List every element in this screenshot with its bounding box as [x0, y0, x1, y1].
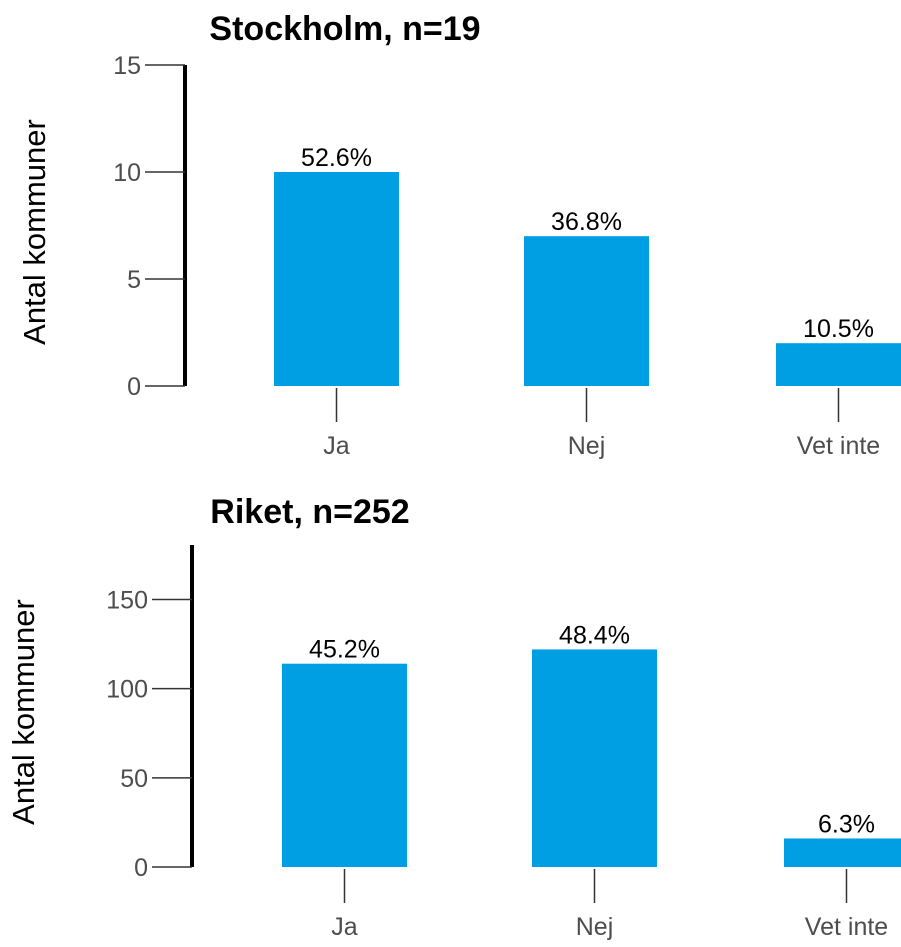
chart-title: Stockholm, n=19 [209, 10, 480, 48]
bar-nej [524, 236, 649, 386]
bar-ja [282, 663, 407, 867]
data-label: 6.3% [818, 810, 875, 838]
bar-vet-inte [784, 838, 901, 867]
y-tick-label: 10 [113, 159, 141, 187]
data-label: 45.2% [309, 636, 380, 664]
y-tick-label: 100 [106, 676, 148, 704]
y-tick-label: 0 [134, 854, 148, 882]
y-tick-label: 0 [127, 373, 141, 401]
bar-ja [274, 172, 399, 386]
x-tick-label: Vet inte [805, 913, 888, 941]
chart-panel-1: Stockholm, n=19 Antal kommuner 0 5 10 15 52.6%… [17, 10, 901, 460]
y-tick-label: 150 [106, 587, 148, 615]
x-tick-label: Nej [568, 432, 606, 460]
y-tick-label: 50 [120, 765, 148, 793]
data-label: 36.8% [551, 208, 622, 236]
chart-title: Riket, n=252 [210, 493, 409, 531]
y-axis-title: Antal kommuner [6, 599, 41, 825]
y-tick-label: 5 [127, 266, 141, 294]
data-label: 10.5% [803, 315, 874, 343]
x-tick-label: Nej [576, 913, 614, 941]
bar-nej [532, 649, 657, 867]
chart-panel-2: Riket, n=252 Antal kommuner 0 50 100 150 45.2%… [6, 493, 901, 941]
bar-vet-inte [776, 343, 901, 386]
data-label: 48.4% [559, 621, 630, 649]
y-tick-label: 15 [113, 52, 141, 80]
x-tick-label: Vet inte [797, 432, 880, 460]
x-tick-label: Ja [331, 913, 358, 941]
y-axis-title: Antal kommuner [17, 119, 52, 345]
x-tick-label: Ja [323, 432, 350, 460]
data-label: 52.6% [301, 144, 372, 172]
